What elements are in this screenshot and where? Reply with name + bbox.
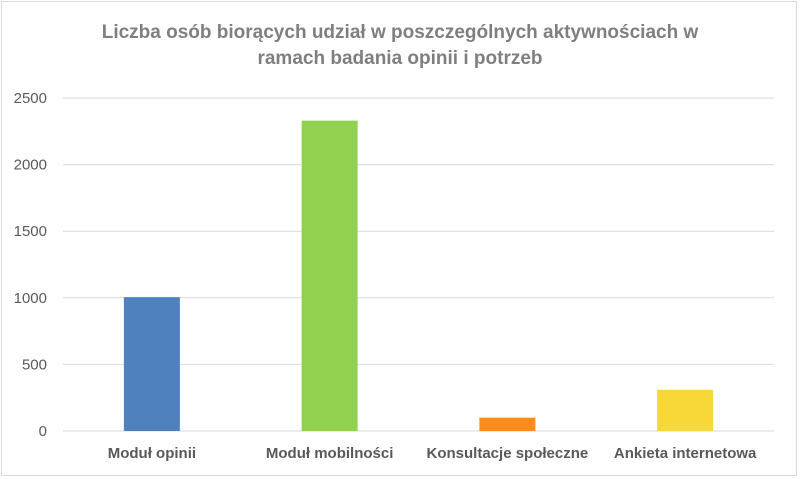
- bar: [479, 417, 536, 431]
- x-category-label: Moduł opinii: [108, 445, 196, 462]
- x-axis-categories: Moduł opinii Moduł mobilności Konsultacje …: [108, 445, 757, 462]
- y-tick-label: 0: [39, 423, 47, 440]
- y-tick-label: 1000: [14, 290, 47, 307]
- y-tick-label: 500: [22, 356, 47, 373]
- gridlines: [63, 97, 774, 432]
- bar: [657, 389, 714, 431]
- y-tick-label: 1500: [14, 223, 47, 240]
- x-category-label: Ankieta internetowa: [614, 445, 757, 462]
- y-axis-ticks: 0 500 1000 1500 2000 2500: [14, 90, 47, 440]
- bar: [123, 297, 180, 431]
- bars: [123, 120, 714, 432]
- chart-title-line-1: Liczba osób biorących udział w poszczegó…: [101, 22, 699, 43]
- y-tick-label: 2000: [14, 157, 47, 174]
- bar: [301, 120, 358, 432]
- chart-title-line-2: ramach badania opinii i potrzeb: [257, 48, 543, 69]
- x-category-label: Konsultacje społeczne: [427, 445, 589, 462]
- x-category-label: Moduł mobilności: [266, 445, 394, 462]
- y-tick-label: 2500: [14, 90, 47, 107]
- chart-title: Liczba osób biorących udział w poszczegó…: [2, 20, 798, 72]
